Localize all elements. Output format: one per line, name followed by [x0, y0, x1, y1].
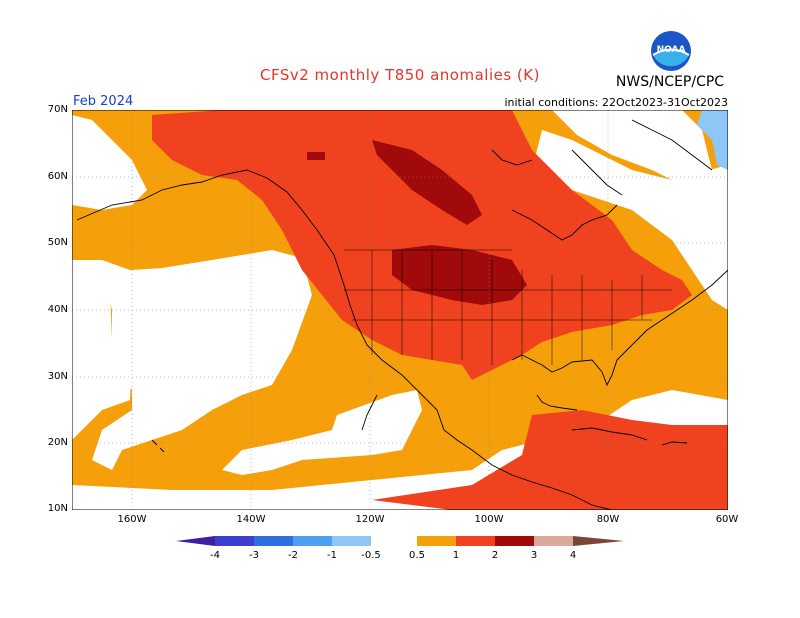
colorbar-tick: -4 [210, 550, 220, 561]
colorbar-segment [456, 536, 495, 546]
colorbar-tick: 1 [453, 550, 459, 561]
colorbar-tick: 3 [531, 550, 537, 561]
lon-label: 80W [596, 514, 620, 525]
coastlines [76, 119, 728, 510]
colorbar-tick: -3 [249, 550, 259, 561]
colorbar-segment [371, 536, 417, 546]
lon-label: 140W [236, 514, 266, 525]
colorbar-tick: -2 [288, 550, 298, 561]
noaa-logo: NOAA [651, 31, 691, 71]
lon-label: 100W [474, 514, 504, 525]
lat-label: 60N [47, 171, 68, 182]
colorbar-segment [293, 536, 332, 546]
lat-label: 70N [47, 104, 68, 115]
anomaly-red-region [152, 110, 692, 380]
agency-label: NWS/NCEP/CPC [615, 74, 725, 90]
valid-month: Feb 2024 [73, 94, 134, 109]
colorbar-tick: 0.5 [409, 550, 425, 561]
anomaly-darkred-region [372, 140, 482, 225]
colorbar-tick: -1 [327, 550, 337, 561]
colorbar: -4 -3 -2 -1 -0.5 0.5 1 2 3 4 [176, 536, 624, 561]
colorbar-segment [254, 536, 293, 546]
colorbar-segment [573, 536, 624, 546]
lat-label: 50N [47, 237, 68, 248]
map-title: CFSv2 monthly T850 anomalies (K) [260, 66, 540, 84]
initial-conditions: initial conditions: 22Oct2023-31Oct2023 [504, 96, 728, 109]
colorbar-tick: 2 [492, 550, 498, 561]
colorbar-tick: -0.5 [361, 550, 381, 561]
colorbar-segment [417, 536, 456, 546]
colorbar-segment [332, 536, 371, 546]
colorbar-segment [215, 536, 254, 546]
lon-label: 120W [355, 514, 385, 525]
lat-label: 40N [47, 304, 68, 315]
colorbar-segment [495, 536, 534, 546]
lat-label: 30N [47, 371, 68, 382]
colorbar-tick: 4 [570, 550, 576, 561]
lon-label: 60W [715, 514, 739, 525]
logo-text: NOAA [657, 45, 686, 55]
colorbar-segment [176, 536, 215, 546]
lat-label: 20N [47, 437, 68, 448]
lon-label: 160W [117, 514, 147, 525]
colorbar-segment [534, 536, 573, 546]
lat-label: 10N [47, 503, 68, 514]
anomaly-map [72, 110, 728, 510]
